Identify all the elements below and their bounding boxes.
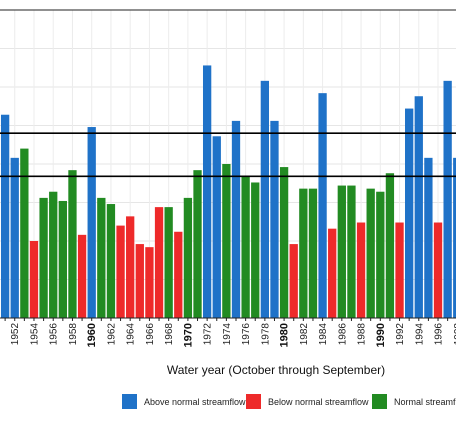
bar-1998: [453, 157, 456, 318]
bar-1980: [279, 167, 289, 318]
x-tick-label-1980: 1980: [279, 323, 291, 347]
bar-1955: [39, 197, 48, 318]
bar-1961: [97, 197, 106, 318]
bar-1975: [231, 120, 241, 318]
bar-1951: [0, 114, 10, 318]
bar-1990: [376, 191, 385, 318]
bar-1982: [299, 188, 308, 318]
x-tick-label-1986: 1986: [337, 323, 348, 346]
bar-1978: [260, 80, 270, 318]
legend-label-normal: Normal streamflow: [394, 397, 456, 407]
x-tick-label-1988: 1988: [357, 323, 368, 346]
bar-1989: [366, 188, 375, 318]
bar-1984: [318, 93, 327, 318]
bar-1986: [337, 185, 346, 318]
legend-label-above: Above normal streamflow: [144, 397, 246, 407]
bar-1974: [222, 164, 231, 318]
x-tick-label-1982: 1982: [299, 323, 310, 346]
bar-1959: [77, 234, 87, 318]
x-tick-label-1966: 1966: [145, 323, 156, 346]
bar-1996: [433, 222, 443, 318]
x-tick-label-1990: 1990: [375, 323, 387, 347]
legend-swatch-below: [246, 394, 261, 409]
reference-lines: [0, 132, 456, 178]
bar-1968: [164, 207, 173, 318]
bar-1988: [356, 222, 366, 318]
x-tick-label-1960: 1960: [86, 323, 98, 347]
bar-1977: [251, 182, 260, 318]
bar-1957: [58, 200, 67, 318]
x-tick-label-1974: 1974: [222, 323, 233, 346]
legend-label-below: Below normal streamflow: [268, 397, 369, 407]
legend-swatch-above: [122, 394, 137, 409]
bar-1958: [68, 170, 77, 318]
bar-1987: [347, 185, 356, 318]
bar-1967: [154, 207, 164, 318]
x-tick-label-1994: 1994: [414, 323, 425, 346]
x-tick-label-1972: 1972: [203, 323, 214, 346]
bar-1976: [241, 176, 250, 318]
x-tick-label-1958: 1958: [68, 323, 79, 346]
x-axis-label: Water year (October through September): [167, 363, 385, 377]
x-tick-label-1950: 1950: [0, 323, 2, 346]
x-tick-label-1992: 1992: [395, 323, 406, 346]
x-axis: 1950 1952 1954 1956 1958 1960 1962 1964 1966 1968…: [0, 317, 456, 347]
bar-1969: [174, 231, 183, 318]
x-tick-label-1984: 1984: [318, 323, 329, 346]
x-tick-label-1962: 1962: [106, 323, 117, 346]
legend: Above normal streamflow Below normal stre…: [122, 394, 456, 409]
bar-1965: [135, 244, 144, 318]
bar-1960: [87, 127, 96, 318]
x-tick-label-1954: 1954: [29, 323, 40, 346]
bar-1997: [443, 80, 452, 318]
bar-1991: [385, 173, 395, 318]
bar-1985: [328, 228, 337, 318]
bar-1952: [10, 157, 19, 318]
bar-1971: [193, 170, 202, 318]
bar-1954: [29, 241, 39, 318]
x-tick-label-1978: 1978: [260, 323, 271, 346]
bar-1973: [212, 136, 221, 318]
x-tick-label-1970: 1970: [182, 323, 194, 347]
bar-1993: [405, 108, 414, 318]
bars: [0, 65, 456, 319]
x-tick-label-1968: 1968: [164, 323, 175, 346]
bar-1983: [308, 188, 318, 318]
bar-1972: [202, 65, 212, 318]
bar-1966: [145, 247, 154, 318]
bar-1994: [414, 96, 423, 319]
x-tick-label-1952: 1952: [10, 323, 21, 346]
x-tick-label-1996: 1996: [434, 323, 445, 346]
x-tick-label-1998: 1998: [453, 323, 456, 346]
bar-1979: [270, 120, 279, 318]
x-tick-label-1956: 1956: [49, 323, 60, 346]
bar-1964: [126, 216, 135, 318]
bar-1963: [116, 225, 125, 318]
bar-1956: [49, 191, 58, 318]
bar-1962: [106, 204, 116, 318]
bar-1995: [424, 157, 433, 318]
legend-swatch-normal: [372, 394, 387, 409]
bar-1970: [183, 197, 193, 318]
x-tick-label-1964: 1964: [126, 323, 137, 346]
x-tick-label-1976: 1976: [241, 323, 252, 346]
bar-1981: [289, 244, 298, 318]
bar-1992: [395, 222, 404, 318]
bar-1953: [20, 148, 29, 318]
